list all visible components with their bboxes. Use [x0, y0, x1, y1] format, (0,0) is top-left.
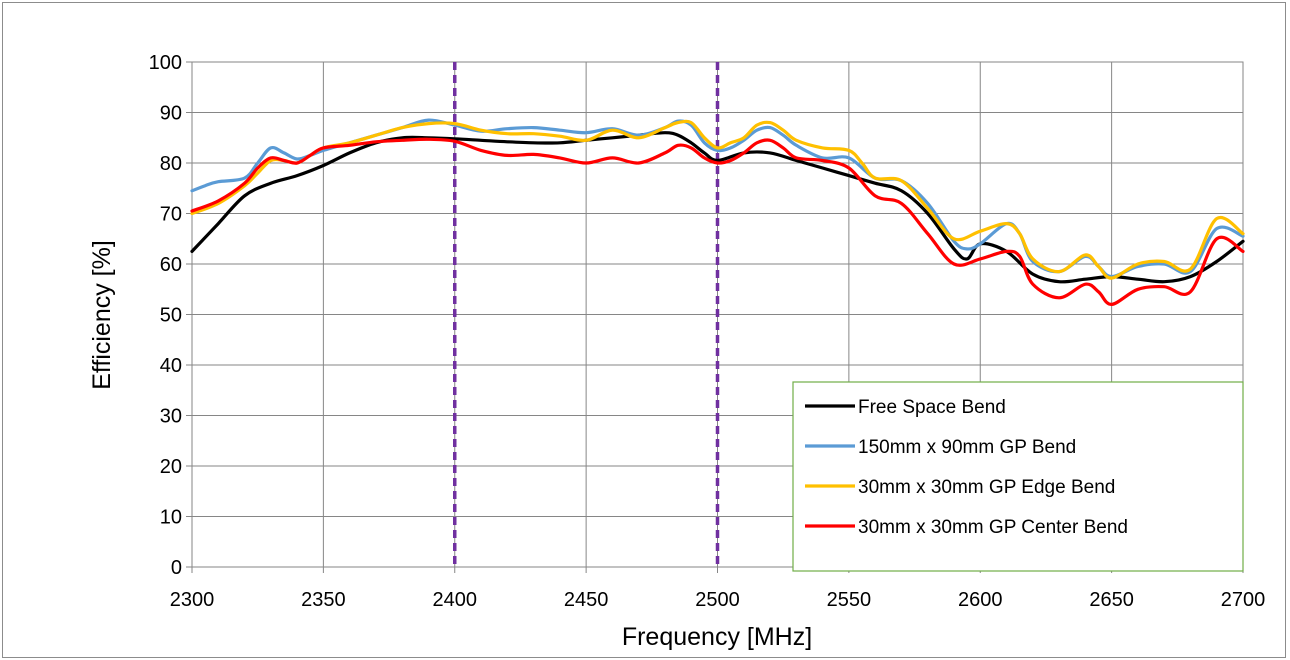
x-tick-label: 2500 [695, 589, 740, 611]
y-tick-labels: 0 10 20 30 40 50 60 70 80 90 100 [149, 52, 182, 579]
x-tick-label: 2450 [564, 589, 609, 611]
legend: Free Space Bend 150mm x 90mm GP Bend 30mm … [792, 381, 1244, 572]
x-tick-label: 2350 [301, 589, 346, 611]
y-tick-label: 30 [160, 406, 182, 428]
series-line-150mm-x-90mm-gp-bend [190, 118, 1245, 279]
legend-box [792, 381, 1244, 572]
y-tick-label: 100 [149, 52, 182, 74]
y-axis-title: Efficiency [%] [88, 240, 116, 390]
y-tick-label: 50 [160, 305, 182, 327]
legend-label: 30mm x 30mm GP Center Bend [858, 517, 1128, 538]
x-tick-label: 2550 [827, 589, 872, 611]
x-tick-label: 2600 [958, 589, 1003, 611]
x-tick-label: 2400 [433, 589, 478, 611]
series-lines [190, 118, 1245, 306]
reference-lines [453, 62, 720, 567]
legend-label: Free Space Bend [858, 397, 1006, 418]
y-tick-label: 20 [160, 456, 182, 478]
y-tick-label: 90 [160, 103, 182, 125]
legend-label: 30mm x 30mm GP Edge Bend [858, 477, 1115, 498]
series-line-30mm-x-30mm-gp-center-bend [190, 137, 1245, 306]
y-tick-label: 0 [171, 557, 182, 579]
y-tick-label: 40 [160, 355, 182, 377]
x-tick-labels: 2300 2350 2400 2450 2500 2550 2600 2650 2700 [170, 589, 1266, 611]
y-tick-label: 60 [160, 254, 182, 276]
x-axis-title: Frequency [MHz] [622, 623, 812, 651]
y-tick-label: 80 [160, 153, 182, 175]
y-tick-label: 10 [160, 507, 182, 529]
x-tick-label: 2300 [170, 589, 215, 611]
x-tick-label: 2650 [1089, 589, 1134, 611]
legend-label: 150mm x 90mm GP Bend [858, 437, 1076, 458]
x-tick-label: 2700 [1221, 589, 1266, 611]
y-tick-label: 70 [160, 204, 182, 226]
